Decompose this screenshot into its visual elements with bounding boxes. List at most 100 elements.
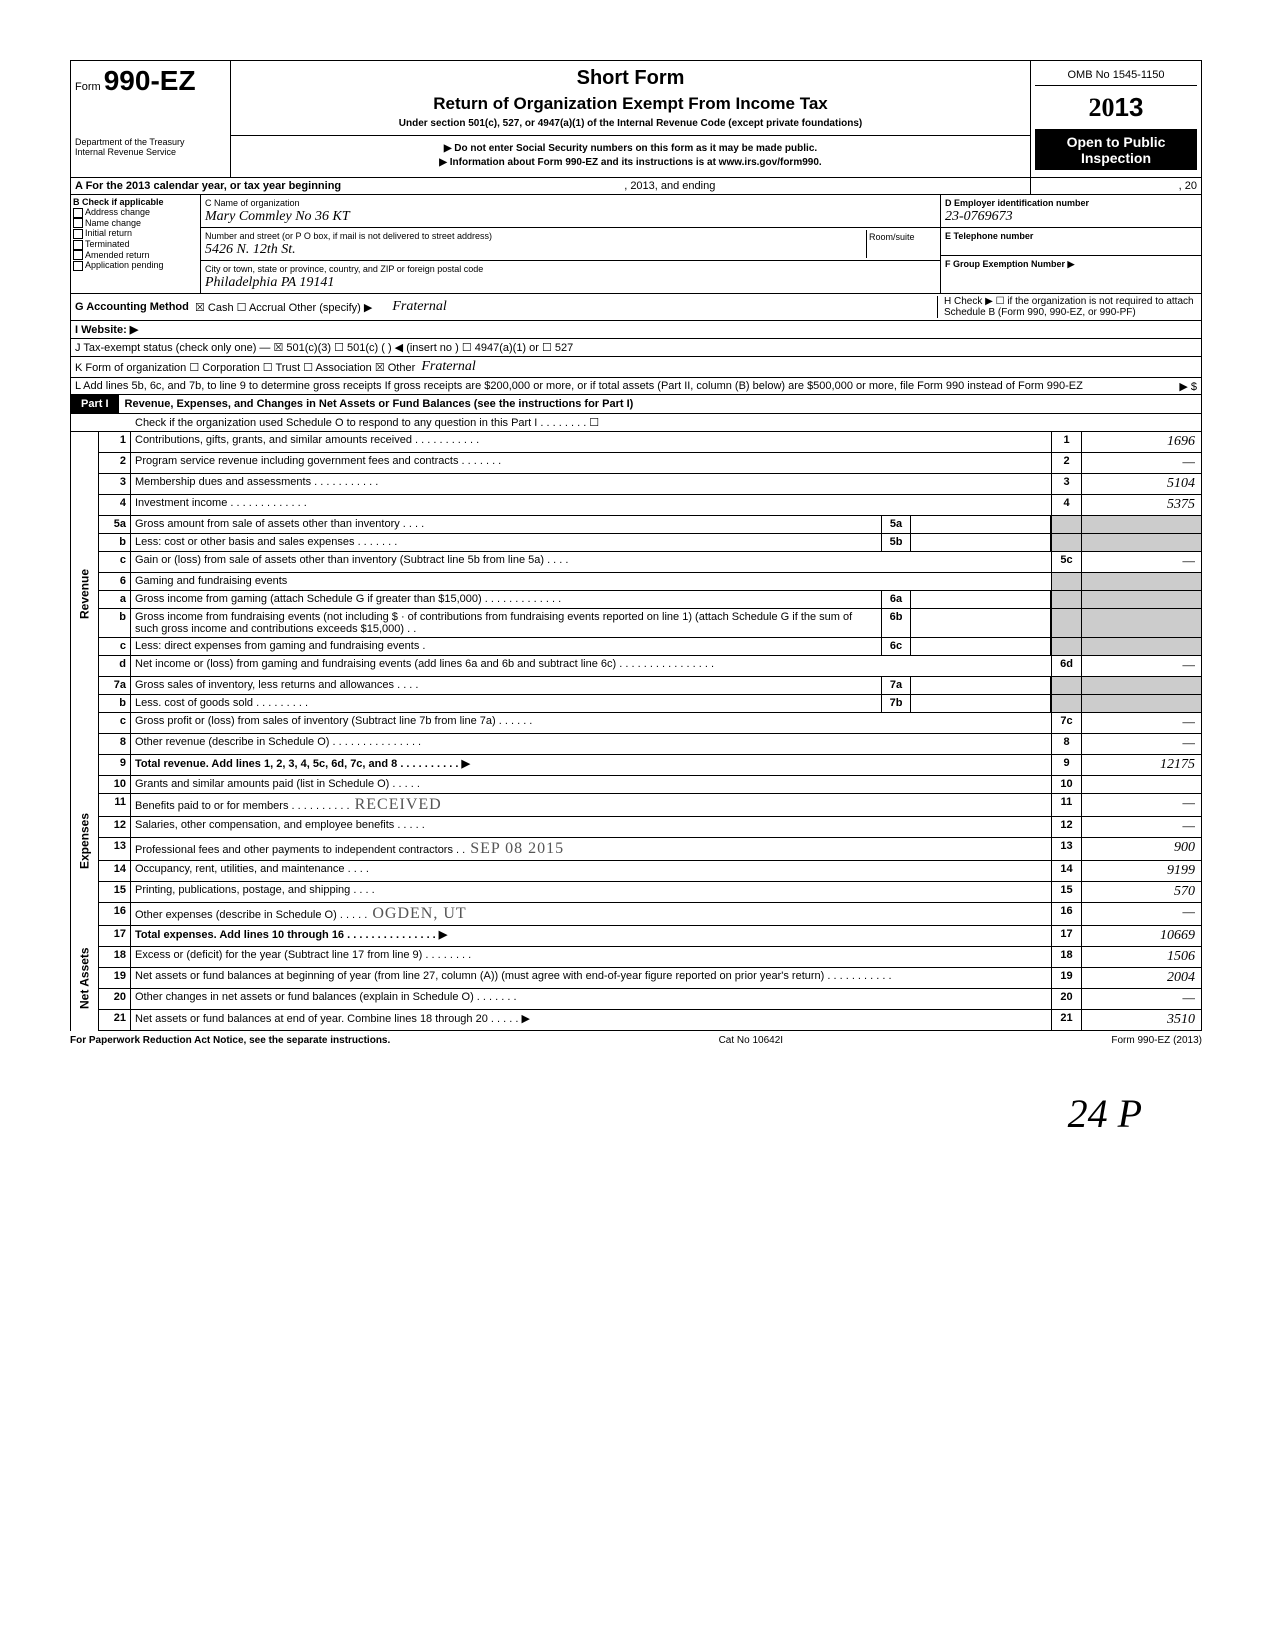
line-11: 11Benefits paid to or for members . . . … bbox=[99, 794, 1201, 817]
line-value: — bbox=[1081, 552, 1201, 572]
line-14: 14Occupancy, rent, utilities, and mainte… bbox=[99, 861, 1201, 882]
check-initial[interactable] bbox=[73, 229, 83, 239]
line-desc: Program service revenue including govern… bbox=[131, 453, 1051, 473]
line-desc: Salaries, other compensation, and employ… bbox=[131, 817, 1051, 837]
netassets-section: Net Assets 17Total expenses. Add lines 1… bbox=[70, 926, 1202, 1031]
ein: 23-0769673 bbox=[945, 209, 1013, 224]
e-telephone: E Telephone number bbox=[945, 231, 1033, 241]
header-right: OMB No 1545-1150 2013 Open to Public Ins… bbox=[1031, 61, 1201, 177]
line-desc: Gross amount from sale of assets other t… bbox=[131, 516, 881, 533]
line-desc: Membership dues and assessments . . . . … bbox=[131, 474, 1051, 494]
line-2: 2Program service revenue including gover… bbox=[99, 453, 1201, 474]
line-desc: Excess or (deficit) for the year (Subtra… bbox=[131, 947, 1051, 967]
row-a-text: A For the 2013 calendar year, or tax yea… bbox=[75, 180, 341, 192]
check-name[interactable] bbox=[73, 218, 83, 228]
line-desc: Gaming and fundraising events bbox=[131, 573, 1051, 590]
footer-right: Form 990-EZ (2013) bbox=[1111, 1035, 1202, 1046]
line-6: 6Gaming and fundraising events bbox=[99, 573, 1201, 591]
line-desc: Gain or (loss) from sale of assets other… bbox=[131, 552, 1051, 572]
line-3: 3Membership dues and assessments . . . .… bbox=[99, 474, 1201, 495]
line-desc: Grants and similar amounts paid (list in… bbox=[131, 776, 1051, 793]
line-desc: Gross sales of inventory, less returns a… bbox=[131, 677, 881, 694]
line-num: 10 bbox=[99, 776, 131, 793]
line-j: J Tax-exempt status (check only one) — ☒… bbox=[70, 339, 1202, 357]
footer-cat: Cat No 10642I bbox=[719, 1035, 784, 1046]
line-5a: 5aGross amount from sale of assets other… bbox=[99, 516, 1201, 534]
check-pending[interactable] bbox=[73, 261, 83, 271]
line-value: 5104 bbox=[1081, 474, 1201, 494]
section-text: Under section 501(c), 527, or 4947(a)(1)… bbox=[237, 118, 1024, 129]
line-num: 18 bbox=[99, 947, 131, 967]
line-num: b bbox=[99, 534, 131, 551]
line-18: 18Excess or (deficit) for the year (Subt… bbox=[99, 947, 1201, 968]
line-value: 1506 bbox=[1081, 947, 1201, 967]
line-desc: Net assets or fund balances at beginning… bbox=[131, 968, 1051, 988]
line-desc: Other changes in net assets or fund bala… bbox=[131, 989, 1051, 1009]
line-num: 16 bbox=[99, 903, 131, 925]
form-header: Form 990-EZ Department of the Treasury I… bbox=[70, 60, 1202, 178]
org-city: Philadelphia PA 19141 bbox=[205, 275, 334, 290]
line-desc: Other revenue (describe in Schedule O) .… bbox=[131, 734, 1051, 754]
line-desc: Less: cost or other basis and sales expe… bbox=[131, 534, 881, 551]
line-desc: Less. cost of goods sold . . . . . . . .… bbox=[131, 695, 881, 712]
line-value: 5375 bbox=[1081, 495, 1201, 515]
check-address[interactable] bbox=[73, 208, 83, 218]
side-expenses: Expenses bbox=[70, 755, 98, 926]
line-value: 1696 bbox=[1081, 432, 1201, 452]
handwritten-note: 24 P bbox=[70, 1090, 1202, 1137]
col-b-checks: B Check if applicable Address change Nam… bbox=[71, 195, 201, 293]
f-group-exemption: F Group Exemption Number ▶ bbox=[945, 259, 1074, 269]
line-19: 19Net assets or fund balances at beginni… bbox=[99, 968, 1201, 989]
line-7a: 7aGross sales of inventory, less returns… bbox=[99, 677, 1201, 695]
return-title: Return of Organization Exempt From Incom… bbox=[237, 94, 1024, 114]
line-value: 10669 bbox=[1081, 926, 1201, 946]
line-13: 13Professional fees and other payments t… bbox=[99, 838, 1201, 861]
warning-2: ▶ Information about Form 990-EZ and its … bbox=[231, 157, 1030, 168]
line-desc: Investment income . . . . . . . . . . . … bbox=[131, 495, 1051, 515]
line-num: 7a bbox=[99, 677, 131, 694]
line-20: 20Other changes in net assets or fund ba… bbox=[99, 989, 1201, 1010]
side-revenue: Revenue bbox=[70, 432, 98, 755]
short-form-title: Short Form bbox=[237, 67, 1024, 90]
line-c: cLess: direct expenses from gaming and f… bbox=[99, 638, 1201, 656]
part-1-bar: Part I Revenue, Expenses, and Changes in… bbox=[70, 395, 1202, 414]
open-to-public: Open to Public Inspection bbox=[1035, 130, 1197, 170]
line-17: 17Total expenses. Add lines 10 through 1… bbox=[99, 926, 1201, 947]
line-desc: Net income or (loss) from gaming and fun… bbox=[131, 656, 1051, 676]
line-value: — bbox=[1081, 817, 1201, 837]
line-num: 3 bbox=[99, 474, 131, 494]
line-d: dNet income or (loss) from gaming and fu… bbox=[99, 656, 1201, 677]
line-num: 5a bbox=[99, 516, 131, 533]
line-value: 2004 bbox=[1081, 968, 1201, 988]
line-k: K Form of organization ☐ Corporation ☐ T… bbox=[70, 357, 1202, 378]
line-desc: Contributions, gifts, grants, and simila… bbox=[131, 432, 1051, 452]
line-num: 13 bbox=[99, 838, 131, 860]
line-desc: Less: direct expenses from gaming and fu… bbox=[131, 638, 881, 655]
line-value: — bbox=[1081, 453, 1201, 473]
line-value: 570 bbox=[1081, 882, 1201, 902]
line-i: I Website: ▶ bbox=[70, 321, 1202, 339]
org-name: Mary Commley No 36 KT bbox=[205, 209, 350, 224]
line-desc: Gross profit or (loss) from sales of inv… bbox=[131, 713, 1051, 733]
line-desc: Net assets or fund balances at end of ye… bbox=[131, 1010, 1051, 1030]
header-center: Short Form Return of Organization Exempt… bbox=[231, 61, 1031, 177]
line-value: 9199 bbox=[1081, 861, 1201, 881]
line-9: 9Total revenue. Add lines 1, 2, 3, 4, 5c… bbox=[99, 755, 1201, 776]
line-value: — bbox=[1081, 734, 1201, 754]
check-terminated[interactable] bbox=[73, 240, 83, 250]
line-num: c bbox=[99, 638, 131, 655]
form-prefix: Form bbox=[75, 81, 101, 93]
line-value: — bbox=[1081, 656, 1201, 676]
part-1-title: Revenue, Expenses, and Changes in Net As… bbox=[119, 395, 1201, 413]
line-c: cGain or (loss) from sale of assets othe… bbox=[99, 552, 1201, 573]
line-num: 19 bbox=[99, 968, 131, 988]
line-value: 900 bbox=[1081, 838, 1201, 860]
omb-number: OMB No 1545-1150 bbox=[1035, 65, 1197, 86]
side-net-assets: Net Assets bbox=[70, 926, 98, 1031]
line-num: b bbox=[99, 695, 131, 712]
line-value: — bbox=[1081, 989, 1201, 1009]
check-amended[interactable] bbox=[73, 250, 83, 260]
line-desc: Gross income from gaming (attach Schedul… bbox=[131, 591, 881, 608]
expenses-section: Expenses 9Total revenue. Add lines 1, 2,… bbox=[70, 755, 1202, 926]
row-a-ending: , 20 bbox=[1031, 178, 1201, 194]
